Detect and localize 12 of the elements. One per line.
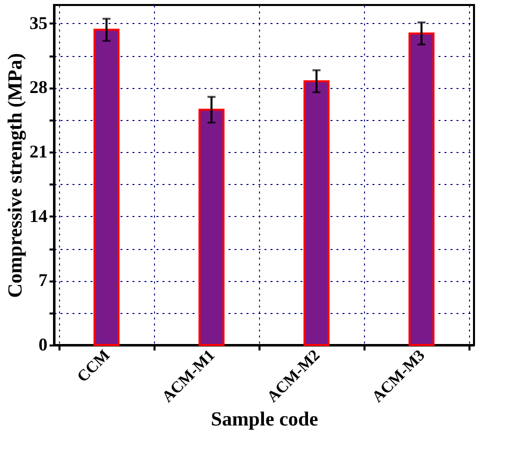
- bar: [304, 80, 330, 346]
- y-tick-label: 35: [30, 12, 48, 33]
- y-tick-label: 21: [30, 142, 48, 162]
- y-tick-label: 7: [38, 270, 48, 290]
- bar: [94, 28, 120, 346]
- bar: [198, 108, 224, 346]
- x-axis-title: Sample code: [210, 408, 318, 430]
- y-tick-label: 28: [30, 77, 48, 98]
- y-tick-label: 0: [38, 334, 48, 354]
- y-axis-title: Compressive strength (MPa): [4, 53, 26, 298]
- y-tick-label: 14: [30, 206, 48, 226]
- bar: [408, 32, 434, 346]
